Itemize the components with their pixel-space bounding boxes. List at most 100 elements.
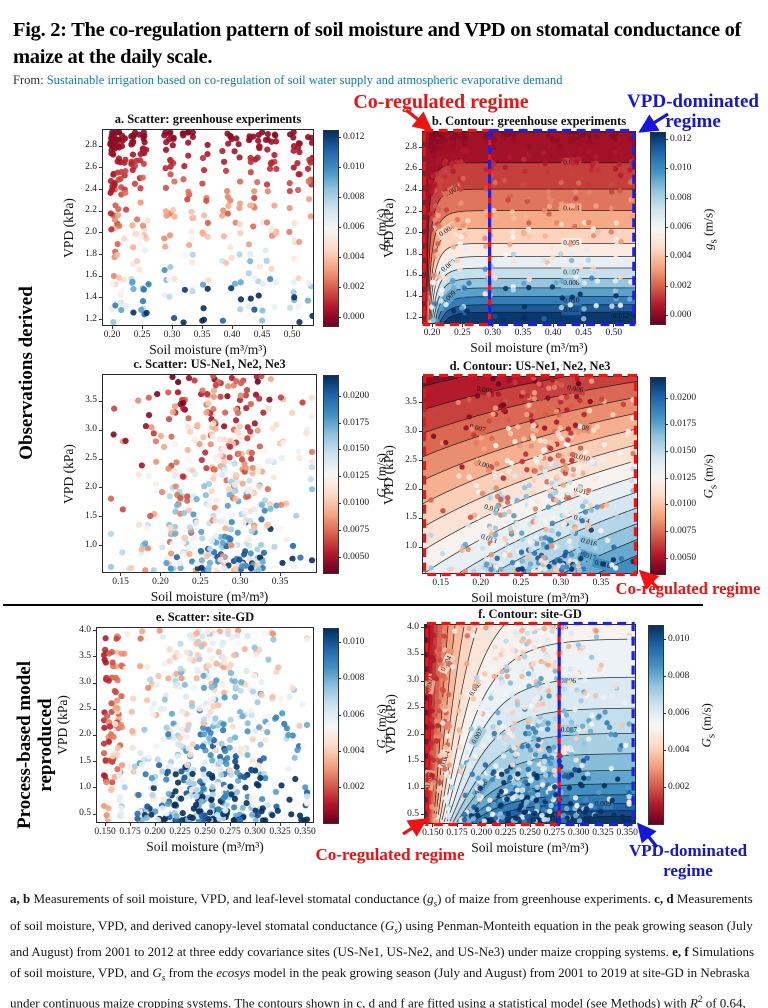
y-tick-mark [421, 734, 425, 736]
y-tick-label: 2.0 [405, 483, 417, 494]
y-tick-label: 1.0 [85, 539, 97, 550]
x-tick-label: 0.35 [592, 578, 610, 588]
y-tick-mark [99, 429, 103, 431]
colorbar-tick-label: 0.006 [670, 222, 692, 232]
colorbar-tick-label: 0.002 [668, 782, 690, 793]
x-tick-mark [129, 822, 131, 826]
colorbar [648, 625, 664, 825]
y-tick-label: 3.0 [405, 425, 417, 436]
caption-segment: G [384, 917, 395, 933]
colorbar-tick-mark [663, 713, 666, 715]
colorbar-tick-mark [663, 750, 666, 752]
x-tick-mark [231, 325, 233, 329]
x-tick-label: 0.25 [133, 330, 151, 340]
colorbar-tick-label: 0.012 [343, 132, 365, 142]
y-tick-mark [93, 656, 97, 658]
plot-canvas-d [423, 377, 637, 573]
colorbar-tick-mark [665, 477, 668, 479]
x-tick-label: 0.30 [231, 577, 249, 587]
row-label-observations: Observations derived [16, 286, 37, 460]
y-tick-label: 1.5 [79, 755, 91, 766]
y-tick-mark [421, 680, 425, 682]
plot-canvas-f [425, 625, 635, 823]
y-tick-label: 2.0 [407, 728, 419, 739]
x-tick-label: 0.25 [512, 578, 530, 588]
x-tick-mark [505, 823, 507, 827]
y-tick-label: 1.8 [85, 248, 97, 259]
colorbar-tick-mark [663, 676, 666, 678]
colorbar-tick-mark [665, 315, 668, 317]
y-tick-mark [421, 760, 425, 762]
y-tick-label: 3.0 [85, 424, 97, 435]
colorbar-tick-mark [665, 138, 668, 140]
colorbar-tick-mark [338, 395, 341, 397]
x-tick-label: 0.15 [432, 578, 449, 588]
y-tick-mark [93, 682, 97, 684]
colorbar-tick-mark [338, 502, 341, 504]
row-separator-line [3, 604, 703, 607]
x-axis-label: Soil moisture (m³/m³) [149, 342, 267, 357]
panel-title: b. Contour: greenhouse experiments [431, 114, 627, 128]
colorbar-tick-label: 0.012 [670, 133, 692, 144]
colorbar-tick-mark [665, 197, 668, 199]
y-tick-mark [99, 487, 103, 489]
y-tick-mark [419, 295, 423, 297]
x-tick-mark [171, 325, 173, 329]
x-tick-mark [201, 325, 203, 329]
x-tick-label: 0.20 [152, 577, 169, 587]
colorbar-tick-mark [338, 287, 341, 288]
y-tick-mark [419, 546, 423, 548]
x-tick-mark [560, 573, 562, 577]
panel-title: c. Scatter: US-Ne1, Ne2, Ne3 [133, 357, 286, 371]
y-tick-mark [419, 431, 423, 433]
y-tick-label: 1.4 [405, 290, 417, 301]
y-tick-mark [99, 516, 103, 518]
from-line: From: Sustainable irrigation based on co… [13, 73, 563, 88]
y-tick-mark [419, 488, 423, 490]
y-tick-label: 3.5 [405, 396, 417, 407]
x-tick-mark [553, 823, 555, 827]
colorbar-tick-mark [338, 642, 341, 643]
caption-segment: c, d [654, 891, 674, 906]
x-axis-label: Soil moisture (m³/m³) [146, 839, 264, 854]
y-tick-label: 3.5 [407, 648, 419, 659]
colorbar-gradient [324, 131, 338, 326]
x-tick-mark [480, 573, 482, 577]
caption-segment: ) of maize from greenhouse experiments. [437, 891, 655, 906]
x-tick-mark [279, 572, 281, 576]
colorbar-tick-mark [665, 227, 668, 228]
x-tick-mark [159, 572, 161, 576]
x-tick-label: 0.275 [219, 827, 241, 837]
y-tick-mark [99, 275, 103, 277]
colorbar-tick-mark [338, 678, 341, 680]
caption-segment: a, b [10, 891, 31, 906]
colorbar [650, 132, 666, 325]
colorbar-gradient [651, 133, 665, 324]
colorbar-tick-label: 0.000 [670, 310, 692, 321]
figure-caption: a, b Measurements of soil moisture, VPD,… [10, 888, 762, 1008]
colorbar-tick-mark [663, 639, 666, 641]
plot-area [96, 627, 314, 823]
y-tick-mark [99, 297, 103, 299]
x-tick-mark [492, 323, 494, 327]
annotation-co-regulated-middle: Co-regulated regime [615, 579, 761, 598]
x-tick-label: 0.50 [605, 328, 623, 338]
y-tick-mark [419, 253, 423, 255]
colorbar-tick-mark [665, 397, 668, 399]
caption-segment: Measurements of soil moisture, VPD, and … [30, 891, 428, 906]
colorbar-tick-label: 0.0150 [343, 444, 370, 455]
caption-segment: s [433, 898, 438, 909]
y-tick-mark [419, 168, 423, 170]
source-article-link[interactable]: Sustainable irrigation based on co-regul… [46, 72, 563, 87]
x-tick-mark [440, 573, 442, 577]
colorbar-tick-mark [665, 530, 668, 532]
colorbar-tick-mark [663, 787, 666, 789]
x-tick-label: 0.300 [244, 827, 266, 837]
colorbar-tick-mark [665, 557, 668, 559]
y-tick-label: 1.8 [405, 248, 417, 259]
colorbar-tick-mark [338, 529, 341, 531]
caption-segment: Simulations of soil moisture, VPD, and [10, 944, 755, 981]
x-tick-label: 0.250 [519, 828, 541, 838]
y-axis-label: VPD (kPa) [61, 443, 76, 504]
colorbar-axis-label: gs (m/s) [700, 208, 720, 250]
